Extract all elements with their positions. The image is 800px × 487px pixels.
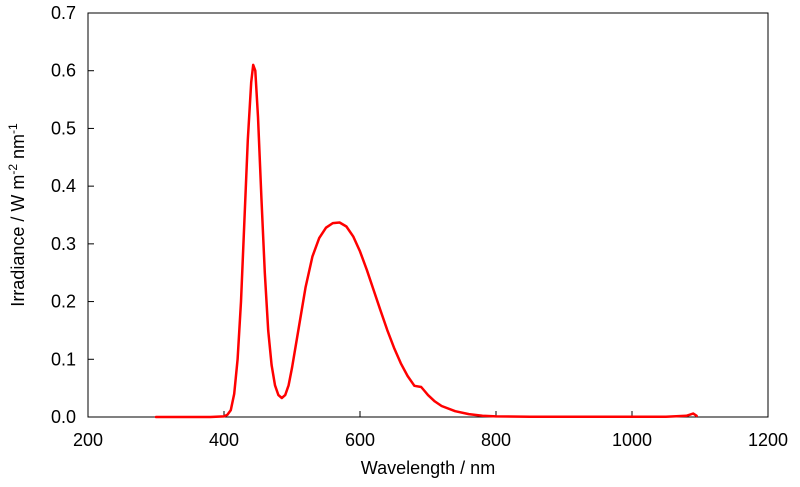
- y-tick-label: 0.3: [51, 234, 76, 254]
- y-tick-label: 0.5: [51, 118, 76, 138]
- x-tick-label: 400: [209, 430, 239, 450]
- y-axis-title-base: Irradiance / W m: [8, 175, 28, 307]
- y-tick-label: 0.2: [51, 292, 76, 312]
- y-axis-title: Irradiance / W m-2 nm-1: [6, 123, 28, 307]
- series-line-0: [154, 63, 698, 419]
- x-tick-label: 600: [345, 430, 375, 450]
- x-tick-label: 1200: [748, 430, 788, 450]
- y-axis-title-mid: nm: [8, 134, 28, 164]
- x-tick-label: 200: [73, 430, 103, 450]
- x-tick-label: 1000: [612, 430, 652, 450]
- y-tick-label: 0.4: [51, 176, 76, 196]
- y-tick-label: 0.7: [51, 3, 76, 23]
- x-axis-tick-labels: 200 400 600 800 1000 1200: [73, 430, 788, 450]
- x-axis-title: Wavelength / nm: [361, 458, 495, 478]
- plot-frame: [87, 12, 769, 418]
- y-axis-title-exp2: -1: [6, 123, 20, 134]
- y-axis-ticks: [88, 12, 94, 418]
- y-tick-label: 0.6: [51, 61, 76, 81]
- y-tick-label: 0.1: [51, 349, 76, 369]
- series-group: [154, 63, 698, 419]
- y-tick-label: 0.0: [51, 407, 76, 427]
- x-tick-label: 800: [481, 430, 511, 450]
- y-axis-title-exp1: -2: [6, 164, 20, 175]
- y-axis-tick-labels: 0.0 0.1 0.2 0.3 0.4 0.5 0.6 0.7: [51, 3, 76, 427]
